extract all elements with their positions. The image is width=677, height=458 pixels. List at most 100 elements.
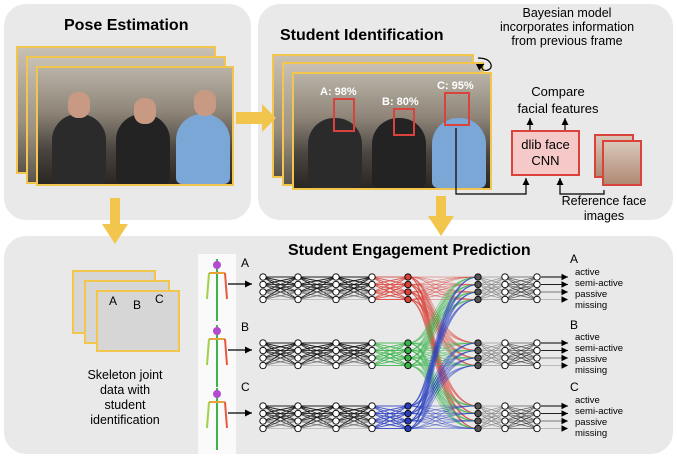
reference-line-2: images — [583, 209, 625, 223]
node-c — [533, 402, 541, 410]
skeleton-figures — [206, 259, 228, 450]
face-box-a — [333, 98, 355, 132]
node-a — [474, 295, 482, 304]
out-edge-c — [504, 420, 538, 429]
cross-edge-b-a — [407, 291, 479, 366]
edge-a — [297, 276, 337, 285]
edge-b — [297, 350, 337, 366]
node-c — [332, 402, 340, 410]
engagement-prediction-title: Student Engagement Prediction — [288, 242, 531, 259]
node-a — [404, 288, 412, 296]
edge-b — [297, 357, 337, 366]
edge-a — [335, 284, 373, 300]
out-edge-b — [504, 350, 538, 366]
student-label-b-left: B — [241, 320, 250, 334]
edge-c — [335, 413, 373, 429]
head-edge-b — [477, 350, 506, 366]
out-edge-c — [504, 413, 538, 429]
skeleton-caption-line-4: identification — [90, 413, 160, 427]
skeleton-frame-main — [96, 290, 180, 352]
node-b — [294, 361, 302, 370]
skeleton-head-b — [213, 327, 221, 335]
edge-c — [297, 420, 337, 429]
node-c — [294, 402, 302, 410]
out-edge-b — [504, 342, 538, 351]
reference-face-note: Reference face images — [548, 194, 660, 224]
edge-a — [335, 291, 373, 300]
class-label-c-semi-active: semi-active — [575, 406, 624, 417]
head-edge-c — [477, 405, 506, 429]
head-edge-b — [477, 342, 506, 359]
node-a — [368, 295, 376, 304]
cross-edge-c-b — [407, 350, 479, 429]
skeleton-head-a — [213, 261, 221, 269]
node-a — [332, 273, 340, 281]
edge-b — [297, 342, 337, 359]
node-a — [474, 273, 482, 281]
head-edge-a — [477, 276, 506, 300]
edge-c — [371, 405, 409, 429]
cross-edge-b-a — [407, 299, 479, 366]
edge-a — [262, 284, 299, 300]
node-a — [501, 280, 509, 289]
edge-b — [371, 342, 409, 366]
student-label-a-left: A — [241, 256, 250, 270]
out-edge-a — [504, 291, 538, 300]
node-b — [332, 361, 340, 370]
out-edge-a — [504, 276, 538, 285]
reference-face-image-front — [602, 140, 642, 186]
head-edge-a — [477, 284, 506, 300]
node-c — [332, 409, 340, 418]
node-c — [501, 409, 509, 418]
cross-edge-b-a — [407, 284, 479, 366]
node-a — [259, 295, 267, 304]
skeleton-arm-right-b — [224, 338, 228, 366]
head-edge-c — [477, 405, 506, 414]
out-edge-c — [504, 405, 538, 422]
node-a — [332, 295, 340, 304]
dlib-line-1: dlib face — [521, 137, 570, 152]
arrow-pose-to-identification — [236, 104, 276, 132]
head-edge-c — [477, 405, 506, 422]
compare-line-1: Compare — [531, 84, 585, 99]
cross-edge-c-b — [407, 342, 479, 429]
node-b — [533, 361, 541, 370]
node-c — [294, 409, 302, 418]
student-label-b-right: B — [570, 318, 579, 332]
node-a — [259, 273, 267, 281]
bayesian-note-line-1: Bayesian model — [522, 6, 612, 20]
skeleton-caption: Skeleton joint data with student identif… — [70, 368, 180, 428]
bayesian-note-line-3: from previous frame — [511, 34, 623, 48]
node-b — [501, 346, 509, 355]
node-b — [368, 346, 376, 355]
edge-c — [335, 420, 373, 429]
node-a — [332, 280, 340, 289]
student-label-c-left: C — [241, 380, 250, 394]
node-c — [368, 402, 376, 410]
edge-a — [297, 284, 337, 300]
face-to-dlib-line — [455, 128, 530, 195]
skeleton-caption-line-2: data with — [99, 383, 151, 397]
edge-c — [262, 405, 299, 422]
edge-a — [262, 276, 299, 300]
node-c — [501, 402, 509, 410]
edge-a — [335, 276, 373, 285]
edge-b — [335, 342, 373, 359]
skeleton-letter-a: A — [109, 294, 118, 308]
edge-c — [335, 405, 373, 414]
cross-edge-b-a — [407, 276, 479, 366]
edge-c — [371, 405, 409, 414]
student-b-head — [134, 98, 156, 124]
bayesian-note: Bayesian model incorporates information … — [487, 6, 647, 48]
head-edge-c — [477, 413, 506, 429]
out-edge-b — [504, 342, 538, 366]
reference-to-dlib-line — [556, 178, 605, 195]
node-a — [368, 273, 376, 281]
edge-a — [262, 291, 299, 300]
identification-flow — [455, 57, 605, 195]
head-edge-a — [477, 276, 506, 285]
id-student-b-body — [372, 118, 426, 188]
node-a — [404, 273, 412, 281]
edge-a — [371, 276, 409, 293]
node-a — [501, 288, 509, 296]
